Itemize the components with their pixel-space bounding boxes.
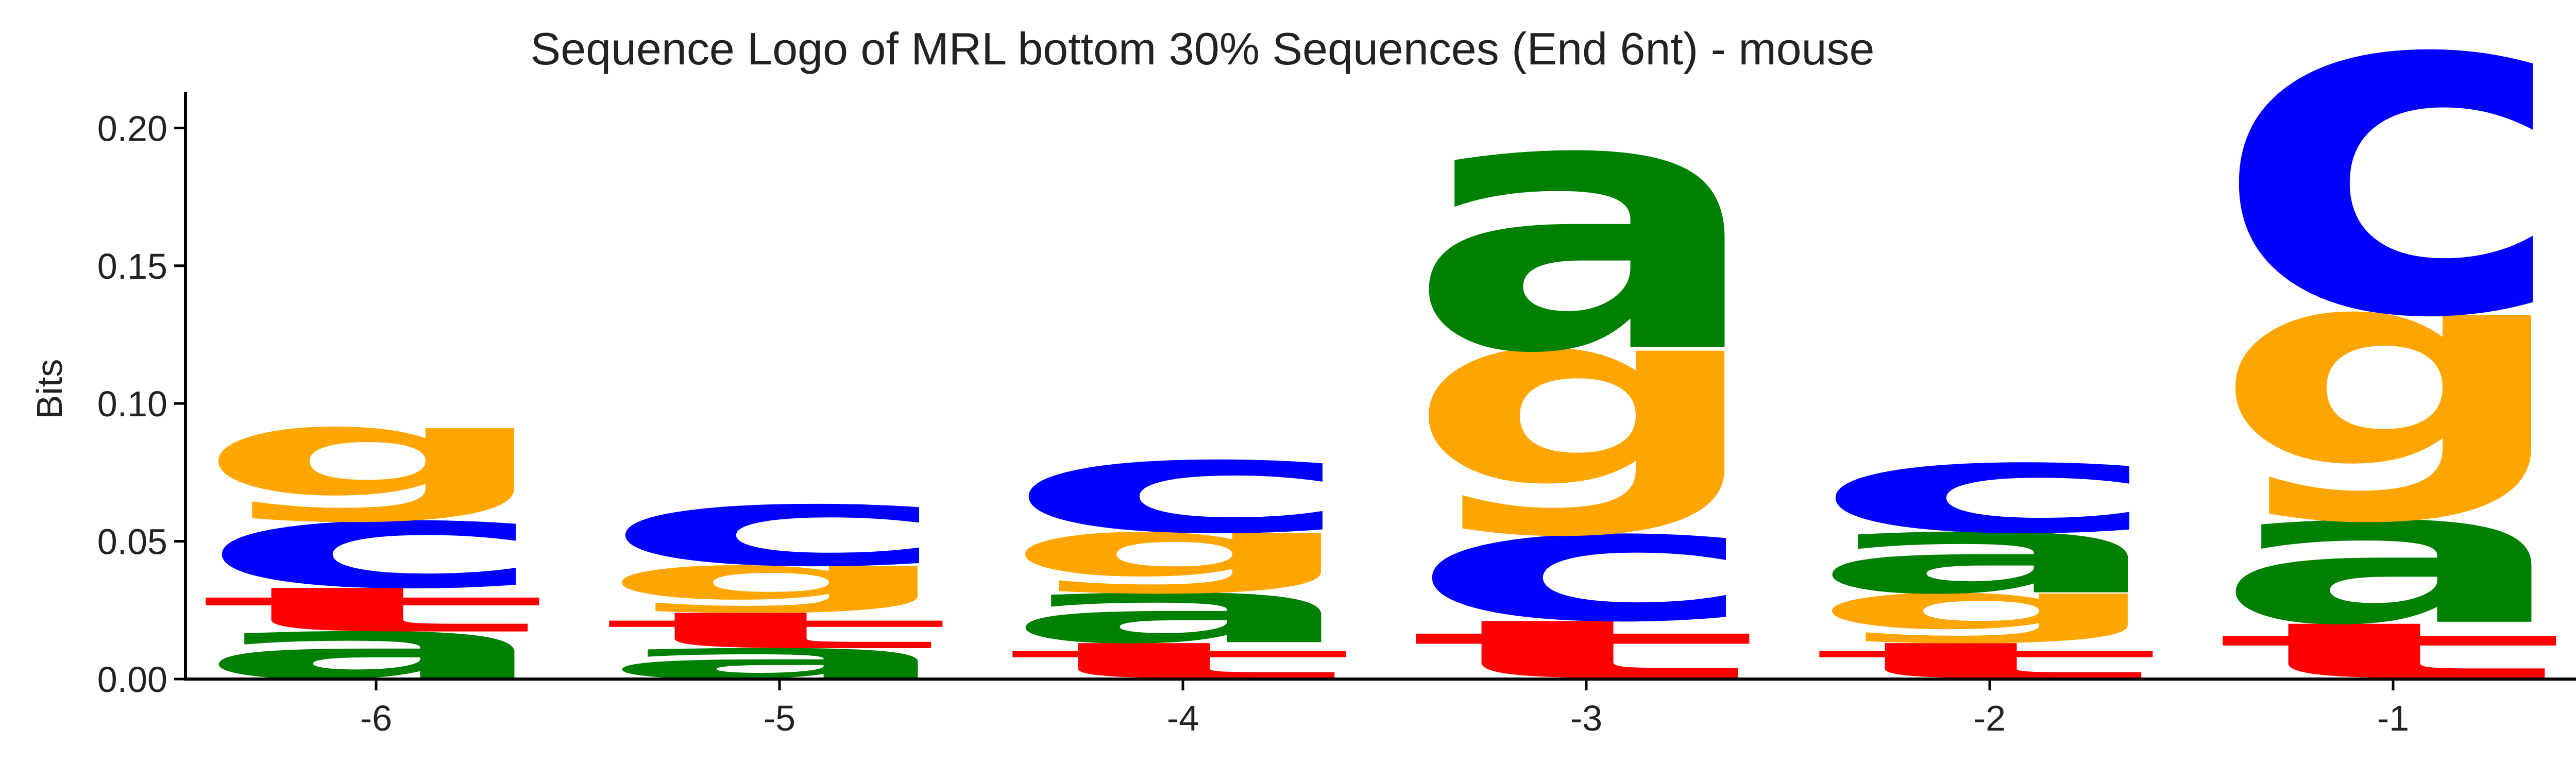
logo-letter-a: a bbox=[1003, 560, 1363, 663]
logo-letter-g: g bbox=[599, 543, 960, 614]
y-tick-label: 0.05 bbox=[97, 522, 167, 562]
x-tick-label: -3 bbox=[1570, 698, 1602, 738]
logo-letter-c: c bbox=[2213, 0, 2573, 419]
x-tick-label: -1 bbox=[2377, 698, 2409, 738]
logo-letter-g: g bbox=[2213, 212, 2573, 528]
y-tick-label: 0.20 bbox=[97, 108, 167, 148]
x-tick-label: -5 bbox=[764, 698, 795, 738]
y-tick-label: 0.00 bbox=[97, 659, 167, 700]
logo-letter-a: a bbox=[1406, 21, 1767, 430]
logo-letter-g: g bbox=[1003, 502, 1363, 595]
y-tick-label: 0.10 bbox=[97, 384, 167, 424]
x-axis-ticks: -6 -5 -4 -3 -2 -1 bbox=[360, 679, 2409, 738]
x-tick-label: -6 bbox=[360, 698, 392, 738]
chart-title: Sequence Logo of MRL bottom 30% Sequence… bbox=[531, 23, 1875, 74]
logo-letter-t: t bbox=[196, 574, 556, 646]
logo-letter-g: g bbox=[1406, 258, 1767, 541]
logo-letter-t: t bbox=[599, 601, 960, 660]
logo-letter-c: c bbox=[599, 464, 960, 590]
logo-letter-g: g bbox=[196, 381, 556, 525]
logo-letter-c: c bbox=[1406, 477, 1767, 655]
logo-letter-g: g bbox=[1809, 569, 2170, 645]
y-axis-label: Bits bbox=[29, 359, 70, 419]
x-tick-label: -4 bbox=[1167, 698, 1199, 738]
x-tick-label: -2 bbox=[1974, 698, 2006, 738]
y-axis-ticks: 0.00 0.05 0.10 0.15 0.20 bbox=[97, 108, 185, 700]
logo-letter-c: c bbox=[196, 477, 556, 615]
logo-letter-a: a bbox=[2213, 452, 2573, 665]
logo-letter-a: a bbox=[1809, 492, 2170, 618]
logo-letter-c: c bbox=[1003, 412, 1363, 562]
logo-letter-c: c bbox=[1809, 417, 2170, 561]
y-tick-label: 0.15 bbox=[97, 246, 167, 286]
